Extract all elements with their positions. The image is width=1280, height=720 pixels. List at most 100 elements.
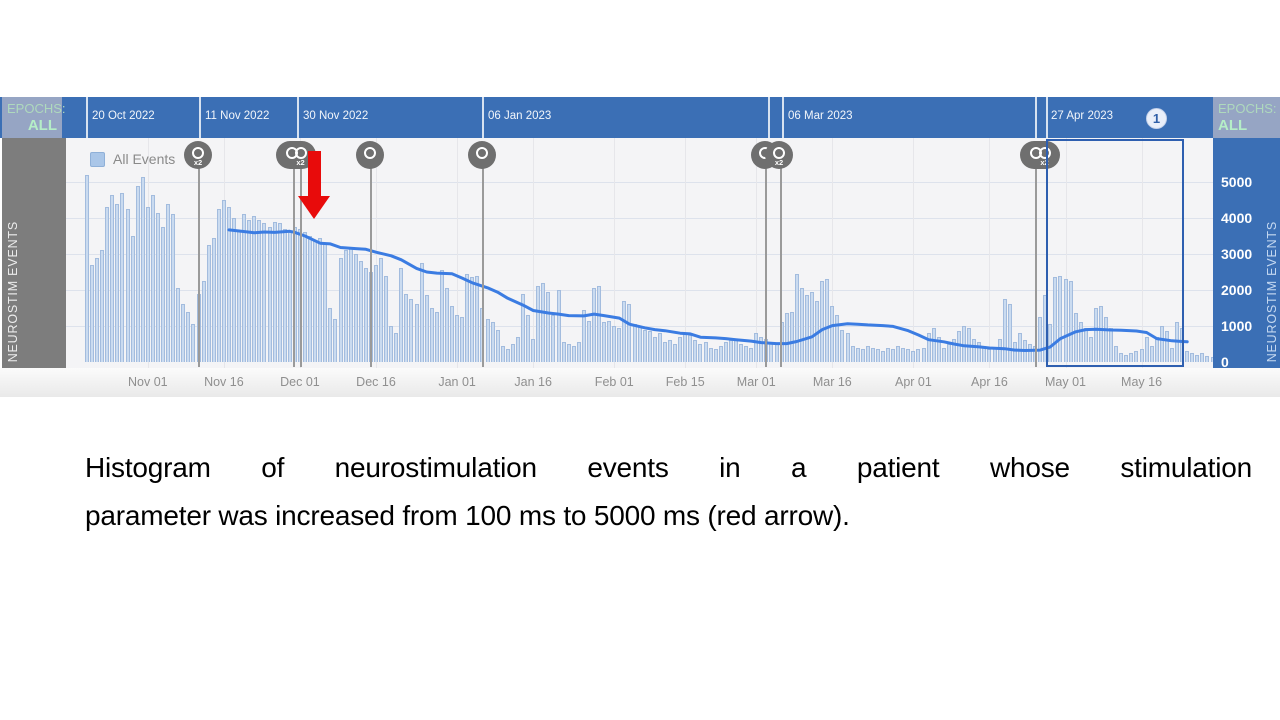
histogram-bar (150, 194, 155, 362)
histogram-bar (571, 345, 576, 362)
legend-swatch-icon[interactable] (90, 151, 105, 167)
histogram-bar (622, 300, 627, 362)
histogram-bar (166, 203, 171, 362)
histogram-bar (708, 347, 713, 362)
histogram-bar (982, 345, 987, 362)
programming-marker[interactable]: x2 (1020, 141, 1060, 169)
circle-glyph-icon (192, 147, 204, 159)
histogram-bar (911, 351, 916, 362)
histogram-bar (759, 336, 764, 362)
histogram-bar (815, 300, 820, 362)
histogram-bar (733, 338, 738, 362)
marker-stem (1035, 168, 1037, 367)
epoch-count-badge[interactable]: 1 (1146, 108, 1167, 129)
plot-area: x2 x2 x2 x2 All Events NEUROSTIM EVENTS 500… (0, 138, 1280, 370)
histogram-bar (820, 281, 825, 362)
x2-label: x2 (193, 157, 203, 167)
histogram-bar (551, 315, 556, 362)
header-session-tick (199, 97, 201, 138)
gridline-vertical (989, 138, 991, 368)
histogram-bar (870, 347, 875, 362)
epochs-selector-left[interactable]: EPOCHS: ALL (2, 97, 66, 138)
histogram-bar (531, 338, 536, 362)
x-tick-label: Dec 16 (356, 375, 396, 389)
histogram-bar (875, 349, 880, 362)
histogram-bar (1124, 354, 1129, 362)
histogram-bar (703, 342, 708, 362)
histogram-bar (678, 336, 683, 362)
histogram-bar (1195, 354, 1200, 362)
histogram-bar (693, 340, 698, 362)
histogram-bar (749, 347, 754, 362)
histogram-bar (100, 250, 105, 362)
programming-marker[interactable] (468, 141, 496, 169)
gridline-vertical (913, 138, 915, 368)
histogram-bar (394, 333, 399, 362)
histogram-bar (668, 340, 673, 362)
histogram-bar (1200, 353, 1205, 362)
histogram-bar (698, 344, 703, 362)
histogram-bar (439, 270, 444, 362)
histogram-bar (95, 257, 100, 362)
y-tick-label: 2000 (1221, 282, 1253, 298)
stim-ring-icon: x2 (293, 144, 308, 166)
programming-marker[interactable] (356, 141, 384, 169)
epoch-selection-box[interactable] (1046, 139, 1184, 367)
histogram-bar (201, 281, 206, 362)
histogram-bar (505, 349, 510, 362)
histogram-bar (216, 209, 221, 362)
circle-glyph-icon (773, 147, 785, 159)
histogram-bar (688, 335, 693, 362)
session-date-label: 06 Mar 2023 (788, 110, 853, 122)
histogram-bar (1022, 340, 1027, 362)
histogram-bar (338, 257, 343, 362)
x-tick-label: Mar 16 (812, 375, 852, 389)
stim-ring-icon: x2 (772, 144, 787, 166)
histogram-bar (617, 327, 622, 362)
histogram-bar (500, 345, 505, 362)
histogram-bar (343, 250, 348, 362)
histogram-bar (931, 327, 936, 362)
histogram-bar (460, 317, 465, 362)
histogram-bar (835, 315, 840, 362)
histogram-bar (794, 273, 799, 362)
histogram-bar (389, 326, 394, 362)
histogram-bar (1038, 317, 1043, 362)
y-tick-label: 3000 (1221, 246, 1253, 262)
epochs-selector-right[interactable]: EPOCHS: ALL (1213, 97, 1280, 138)
circle-glyph-icon (476, 147, 488, 159)
histogram-bar (850, 345, 855, 362)
stim-ring-icon (475, 144, 490, 166)
marker-stem (293, 168, 295, 367)
histogram-bar (612, 326, 617, 362)
histogram-bar (561, 342, 566, 362)
histogram-bar (171, 214, 176, 362)
programming-marker[interactable]: x2 (765, 141, 793, 169)
stim-ring-icon (363, 144, 378, 166)
histogram-bar (363, 268, 368, 362)
epochs-value: ALL (1218, 117, 1248, 135)
histogram-bar (906, 349, 911, 362)
histogram-bar (404, 293, 409, 362)
legend[interactable]: All Events (90, 151, 175, 167)
x2-label: x2 (774, 157, 784, 167)
histogram-bar (257, 219, 262, 362)
histogram-bar (840, 329, 845, 362)
histogram-bar (510, 344, 515, 362)
header-session-tick (1046, 97, 1048, 138)
programming-marker[interactable]: x2 (184, 141, 212, 169)
histogram-bar (962, 326, 967, 362)
histogram-bar (155, 212, 160, 362)
histogram-bar (901, 347, 906, 362)
x-tick-label: Apr 16 (971, 375, 1008, 389)
histogram-bar (232, 218, 237, 362)
histogram-bar (206, 245, 211, 362)
marker-stem (482, 168, 484, 367)
histogram-bar (647, 331, 652, 362)
histogram-bar (683, 333, 688, 362)
histogram-bar (637, 326, 642, 362)
histogram-bar (744, 345, 749, 362)
histogram-bar (444, 288, 449, 362)
histogram-bar (754, 333, 759, 362)
